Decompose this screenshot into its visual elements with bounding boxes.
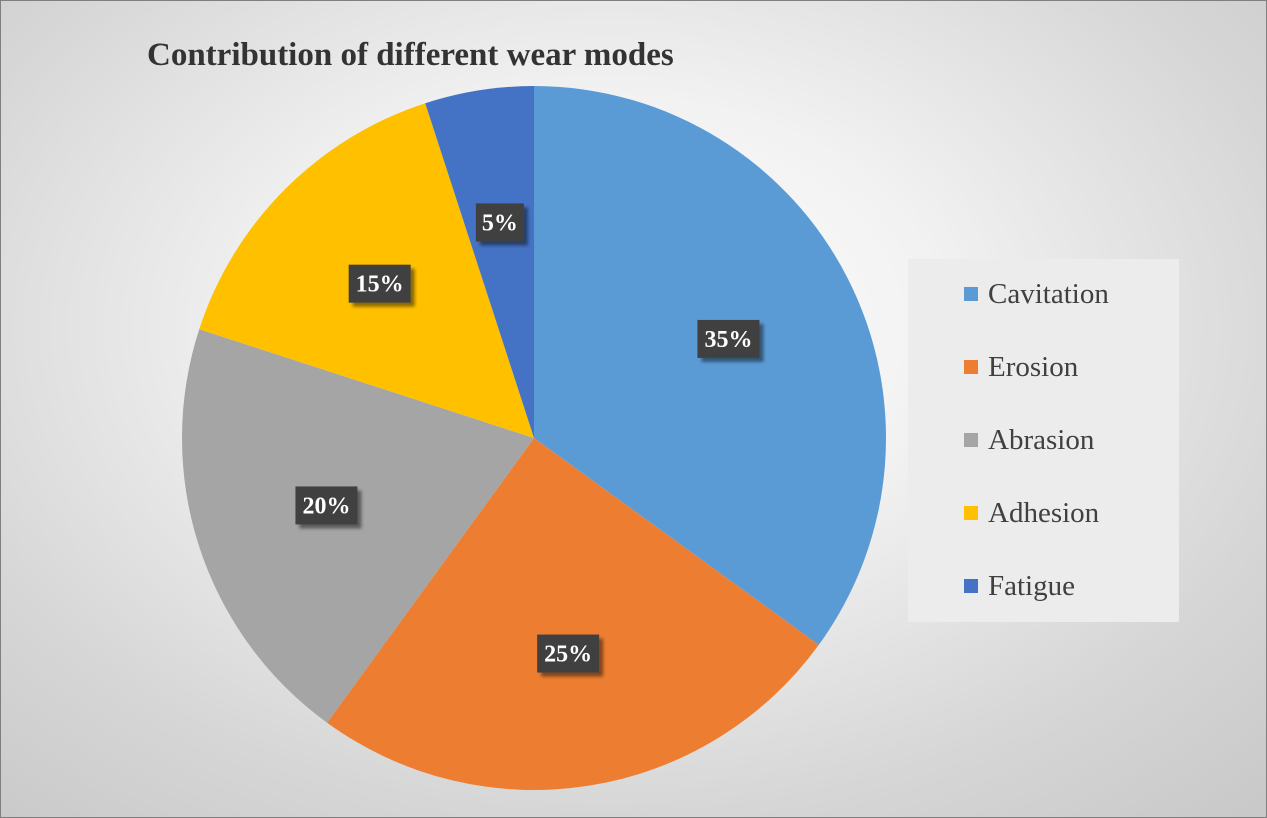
- data-label-box: [697, 319, 760, 358]
- legend-label: Abrasion: [988, 423, 1095, 456]
- data-label-text: 15%: [356, 272, 404, 298]
- legend-swatch: [964, 579, 978, 593]
- data-labels: 35% 25% 20% 15% 5%: [295, 203, 760, 673]
- legend-swatch: [964, 360, 978, 374]
- pie-slice-erosion: [327, 438, 819, 790]
- legend-item-cavitation: Cavitation: [964, 277, 1109, 310]
- legend-item-fatigue: Fatigue: [964, 569, 1075, 602]
- legend-label: Erosion: [988, 350, 1079, 383]
- pie-slice-abrasion: [182, 329, 534, 723]
- legend-swatch: [964, 433, 978, 447]
- data-label-cavitation: 35%: [697, 319, 760, 358]
- data-label-box: [295, 486, 358, 525]
- legend-item-erosion: Erosion: [964, 350, 1079, 383]
- legend-swatch: [964, 506, 978, 520]
- data-label-erosion: 25%: [537, 634, 600, 673]
- data-label-fatigue: 5%: [475, 203, 524, 242]
- data-label-adhesion: 15%: [348, 264, 411, 303]
- data-label-abrasion: 20%: [295, 486, 358, 525]
- chart-title: Contribution of different wear modes: [147, 37, 674, 73]
- legend: Cavitation Erosion Abrasion Adhesion Fatigue: [908, 259, 1179, 622]
- data-label-text: 20%: [302, 493, 350, 519]
- legend-label: Cavitation: [988, 277, 1109, 310]
- legend-item-abrasion: Abrasion: [964, 423, 1095, 456]
- data-label-box: [348, 264, 411, 303]
- legend-label: Adhesion: [988, 496, 1100, 529]
- data-label-box: [475, 203, 524, 242]
- data-label-text: 5%: [482, 210, 518, 236]
- legend-item-adhesion: Adhesion: [964, 496, 1100, 529]
- pie-slices: [182, 86, 886, 790]
- data-label-text: 35%: [704, 327, 752, 353]
- legend-swatch: [964, 287, 978, 301]
- pie-slice-cavitation: [534, 86, 886, 645]
- data-label-text: 25%: [544, 642, 592, 668]
- data-label-box: [537, 634, 600, 673]
- legend-label: Fatigue: [988, 569, 1075, 602]
- pie-slice-fatigue: [425, 86, 534, 438]
